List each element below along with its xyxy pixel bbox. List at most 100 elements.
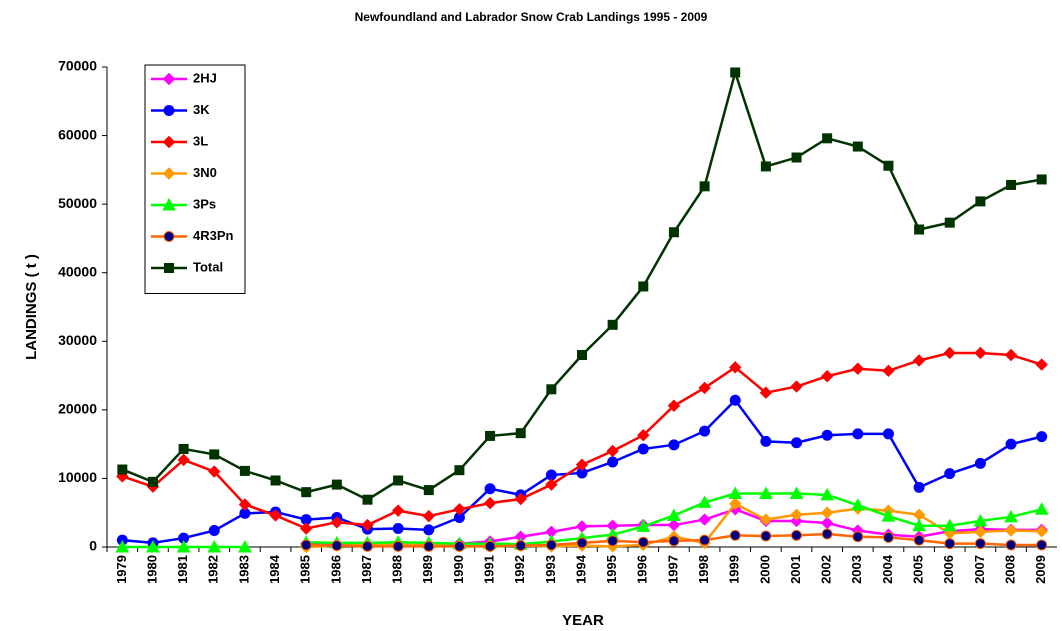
data-point bbox=[789, 486, 804, 500]
data-point bbox=[607, 456, 619, 468]
data-point bbox=[209, 449, 220, 460]
data-point bbox=[485, 430, 496, 441]
y-tick-label: 60000 bbox=[58, 126, 97, 142]
data-point bbox=[423, 524, 435, 536]
data-point bbox=[607, 535, 619, 547]
data-point bbox=[791, 152, 802, 163]
data-point bbox=[515, 540, 527, 552]
data-point bbox=[667, 518, 681, 532]
data-point bbox=[362, 494, 373, 505]
data-point bbox=[270, 475, 281, 486]
data-point bbox=[667, 399, 681, 412]
data-point bbox=[391, 504, 405, 517]
data-point bbox=[759, 486, 773, 500]
x-tick-label: 1994 bbox=[573, 554, 588, 584]
x-tick-label: 1999 bbox=[727, 555, 742, 584]
data-point bbox=[699, 425, 711, 437]
series-line bbox=[121, 351, 1043, 530]
data-point bbox=[667, 508, 681, 521]
x-tick-label: 1987 bbox=[359, 555, 374, 584]
data-point bbox=[759, 513, 773, 526]
data-point bbox=[822, 133, 833, 144]
data-point bbox=[299, 522, 313, 535]
x-tick-label: 2005 bbox=[911, 555, 926, 584]
data-point bbox=[729, 529, 741, 541]
data-point bbox=[913, 534, 925, 546]
data-point bbox=[974, 457, 986, 469]
data-point bbox=[791, 437, 803, 449]
x-tick-label: 1995 bbox=[604, 555, 619, 584]
x-tick-label: 2008 bbox=[1002, 555, 1017, 584]
data-point bbox=[820, 506, 834, 519]
legend-marker bbox=[162, 135, 176, 149]
data-point bbox=[117, 464, 128, 475]
x-tick-label: 1997 bbox=[665, 555, 680, 584]
legend-box bbox=[144, 64, 246, 294]
data-point bbox=[852, 531, 864, 543]
data-point bbox=[760, 161, 771, 172]
data-point bbox=[636, 519, 651, 532]
data-point bbox=[914, 224, 925, 235]
x-tick-label: 1979 bbox=[114, 555, 129, 584]
data-point bbox=[393, 475, 404, 486]
x-tick-label: 1984 bbox=[267, 554, 282, 584]
x-tick-label: 2000 bbox=[757, 555, 772, 584]
x-tick-label: 1992 bbox=[512, 555, 527, 584]
data-point bbox=[545, 478, 558, 491]
data-point bbox=[729, 497, 742, 511]
x-tick-label: 1980 bbox=[144, 555, 159, 584]
data-point bbox=[300, 539, 312, 551]
data-point bbox=[453, 540, 465, 552]
y-axis-label: LANDINGS ( t ) bbox=[23, 254, 40, 360]
data-point bbox=[454, 465, 465, 476]
data-point bbox=[698, 381, 711, 395]
data-point bbox=[759, 386, 773, 399]
x-axis-label: YEAR bbox=[562, 612, 604, 629]
data-point bbox=[820, 487, 835, 501]
data-point bbox=[392, 540, 404, 552]
data-point bbox=[1034, 502, 1049, 515]
data-point bbox=[483, 496, 497, 510]
data-point bbox=[637, 536, 649, 548]
y-tick-label: 20000 bbox=[58, 401, 97, 417]
x-tick-label: 2003 bbox=[849, 555, 864, 584]
data-point bbox=[392, 522, 404, 534]
x-tick-label: 2002 bbox=[819, 555, 834, 584]
data-point bbox=[1006, 179, 1017, 190]
data-point bbox=[697, 495, 712, 508]
data-point bbox=[790, 508, 803, 521]
data-point bbox=[269, 509, 282, 522]
data-point bbox=[177, 453, 190, 467]
data-point bbox=[882, 428, 894, 440]
data-point bbox=[881, 509, 896, 522]
data-point bbox=[882, 531, 894, 543]
data-point bbox=[208, 525, 220, 537]
data-point bbox=[1036, 431, 1048, 443]
data-point bbox=[760, 435, 772, 447]
data-point bbox=[944, 468, 956, 480]
data-point bbox=[453, 503, 466, 516]
data-point bbox=[1005, 539, 1017, 551]
legend-marker bbox=[163, 231, 175, 242]
data-point bbox=[944, 538, 956, 550]
data-point bbox=[515, 428, 526, 439]
x-tick-label: 2006 bbox=[941, 555, 956, 584]
y-tick-label: 30000 bbox=[58, 332, 97, 348]
data-point bbox=[668, 227, 679, 238]
data-point bbox=[238, 498, 252, 511]
legend-marker bbox=[162, 167, 176, 180]
data-point bbox=[883, 160, 894, 171]
data-point bbox=[545, 539, 557, 551]
data-point bbox=[546, 384, 557, 395]
data-point bbox=[850, 498, 865, 511]
chart-title: Newfoundland and Labrador Snow Crab Land… bbox=[355, 10, 708, 24]
data-point bbox=[912, 508, 926, 521]
data-point bbox=[974, 538, 986, 550]
data-point bbox=[730, 67, 741, 78]
data-point bbox=[698, 513, 711, 526]
x-tick-label: 1996 bbox=[635, 555, 650, 584]
data-point bbox=[668, 439, 680, 451]
data-point bbox=[576, 537, 588, 549]
data-point bbox=[1036, 539, 1048, 551]
